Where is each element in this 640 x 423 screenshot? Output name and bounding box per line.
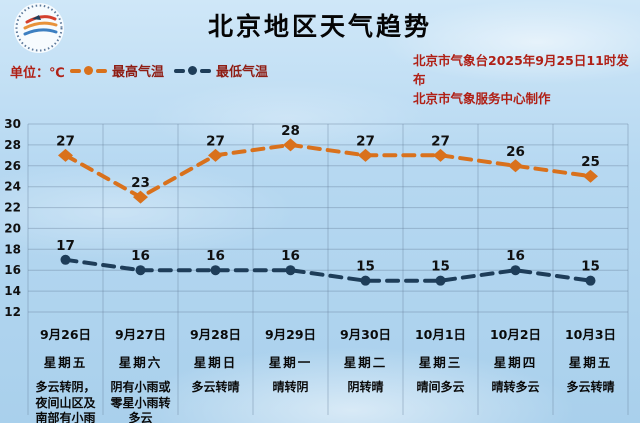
date-label: 9月26日 [39,327,92,342]
svg-text:14: 14 [4,284,21,298]
issue-line-1: 北京市气象台2025年9月25日11时发布 [413,53,629,87]
unit-label: 单位：℃ [10,66,65,81]
weekday-label: 星期六 [118,355,163,370]
date-label: 10月1日 [414,327,467,342]
svg-text:15: 15 [431,259,450,275]
legend-item-max: 最高气温 [70,61,164,80]
day-column: 9月29日星期一晴转阴 [253,320,328,423]
svg-text:23: 23 [131,175,150,191]
day-column: 9月28日星期日多云转晴 [178,320,253,423]
day-column: 9月26日星期五多云转阴，夜间山区及南部有小雨 [28,320,103,423]
svg-text:24: 24 [4,180,21,194]
svg-text:16: 16 [131,248,150,264]
weekday-label: 星期日 [193,355,238,370]
legend-min-label: 最低气温 [216,65,269,80]
weekday-label: 星期四 [493,355,538,370]
condition-label: 晴转多云 [491,380,540,394]
svg-text:27: 27 [56,133,75,149]
svg-text:27: 27 [356,133,375,149]
svg-text:28: 28 [4,138,21,152]
condition-label: 晴间多云 [416,380,465,394]
day-column: 9月27日星期六阴有小雨或零星小雨转多云 [103,320,178,423]
svg-text:18: 18 [4,242,21,256]
svg-text:27: 27 [206,133,225,149]
svg-text:22: 22 [4,201,21,215]
date-label: 10月3日 [564,327,617,342]
svg-text:26: 26 [506,144,525,160]
day-column: 10月1日星期三晴间多云 [403,320,478,423]
condition-label: 阴有小雨或零星小雨转多云 [110,380,171,423]
svg-text:16: 16 [281,248,300,264]
condition-label: 多云转晴 [191,380,240,394]
svg-text:25: 25 [581,154,600,170]
svg-text:28: 28 [281,123,300,139]
svg-text:26: 26 [4,159,21,173]
svg-text:16: 16 [206,248,225,264]
svg-text:16: 16 [506,248,525,264]
svg-text:15: 15 [581,259,600,275]
issue-info: 北京市气象台2025年9月25日11时发布 北京市气象服务中心制作 [413,52,640,108]
day-column: 9月30日星期二阴转晴 [328,320,403,423]
condition-label: 多云转晴 [566,380,615,394]
svg-text:16: 16 [4,263,21,277]
trend-chart: 30 28 26 24 22 20 18 16 14 12 27 23 27 28 27 27 26 25 17 16… [4,117,629,415]
day-column: 10月2日星期四晴转多云 [478,320,553,423]
svg-text:30: 30 [4,117,21,131]
legend-item-min: 最低气温 [174,61,268,80]
svg-text:20: 20 [4,221,21,235]
condition-label: 多云转阴，夜间山区及南部有小雨 [35,380,96,423]
weekday-label: 星期三 [418,355,463,370]
date-label: 9月27日 [114,327,167,342]
legend: 最高气温 最低气温 [70,61,268,80]
date-label: 9月30日 [339,327,392,342]
svg-text:15: 15 [356,259,375,275]
condition-label: 阴转晴 [347,380,384,394]
weekday-label: 星期五 [43,355,88,370]
svg-text:27: 27 [431,133,450,149]
condition-label: 晴转阴 [272,380,309,394]
max-temp-line-icon [70,66,107,75]
date-label: 9月28日 [189,327,242,342]
x-axis-labels: 9月26日 星期五 多云转阴，夜间山区及南部有小雨 9月27日 星期六 阴有小雨或零星小雨… [28,320,628,423]
svg-text:17: 17 [56,238,75,254]
issue-line-2: 北京市气象服务中心制作 [413,90,551,106]
date-label: 10月2日 [489,327,542,342]
date-label: 9月29日 [264,327,317,342]
weekday-label: 星期五 [568,355,613,370]
day-column: 10月3日星期五多云转晴 [553,320,628,423]
page-title: 北京地区天气趋势 [207,12,432,41]
meteorological-service-logo [14,3,64,53]
weekday-label: 星期一 [268,355,313,370]
min-temp-line-icon [174,66,212,75]
weekday-label: 星期二 [343,355,388,370]
legend-max-label: 最高气温 [112,65,165,80]
svg-text:12: 12 [4,305,21,319]
